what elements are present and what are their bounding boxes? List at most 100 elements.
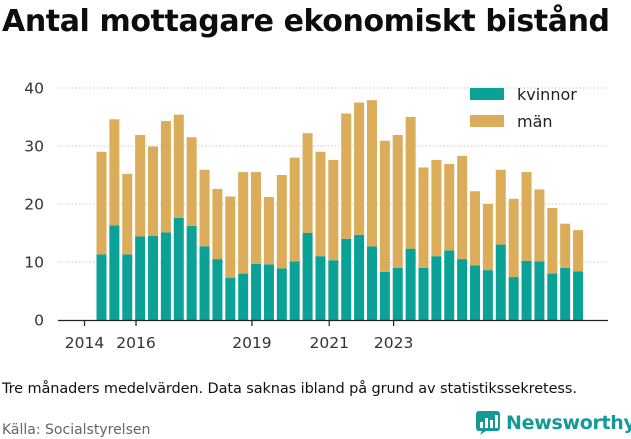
bar-man bbox=[444, 163, 455, 251]
bar-kvinnor bbox=[186, 226, 197, 320]
bar-man bbox=[354, 102, 365, 235]
bar-kvinnor bbox=[495, 244, 506, 320]
bar-man bbox=[366, 100, 377, 247]
bar-man bbox=[238, 172, 249, 274]
bar-kvinnor bbox=[431, 256, 442, 320]
bar-kvinnor bbox=[109, 225, 120, 320]
bar-man bbox=[212, 188, 223, 260]
bar-kvinnor bbox=[521, 260, 532, 320]
x-tick-label: 2016 bbox=[116, 334, 155, 352]
bar-man bbox=[560, 223, 571, 268]
x-tick-label: 2021 bbox=[309, 334, 348, 352]
x-axis: 2014 2016 2019 2021 2023 bbox=[58, 319, 608, 352]
bar-kvinnor bbox=[470, 265, 481, 320]
x-tick-label: 2014 bbox=[65, 334, 104, 352]
bar-man bbox=[251, 172, 262, 264]
bar-kvinnor bbox=[405, 248, 416, 320]
bar-man bbox=[148, 146, 159, 236]
bar-kvinnor bbox=[302, 233, 313, 320]
bar-man bbox=[135, 134, 146, 237]
bar-kvinnor bbox=[573, 271, 584, 320]
logo-text: Newsworthy bbox=[506, 412, 631, 434]
bar-kvinnor bbox=[366, 246, 377, 320]
bars bbox=[96, 100, 584, 320]
bar-man bbox=[341, 113, 352, 239]
bar-kvinnor bbox=[173, 217, 184, 320]
bar-kvinnor bbox=[379, 271, 390, 320]
bar-man bbox=[521, 172, 532, 261]
bar-kvinnor bbox=[354, 234, 365, 320]
bar-man bbox=[328, 159, 339, 261]
bar-kvinnor bbox=[341, 238, 352, 320]
bar-man bbox=[160, 121, 171, 233]
y-tick-label: 40 bbox=[24, 80, 44, 98]
chart-title: Antal mottagare ekonomiskt bistånd bbox=[2, 4, 610, 39]
bar-man bbox=[122, 173, 133, 255]
legend-label: kvinnor bbox=[517, 85, 577, 104]
bar-kvinnor bbox=[276, 268, 287, 320]
bar-man bbox=[225, 196, 236, 278]
bar-man bbox=[315, 151, 326, 257]
bar-man bbox=[96, 151, 107, 255]
bar-kvinnor bbox=[212, 259, 223, 320]
bar-man bbox=[482, 204, 493, 271]
bar-man bbox=[495, 169, 506, 245]
bar-man bbox=[431, 159, 442, 257]
y-tick-label: 20 bbox=[24, 196, 44, 214]
bar-kvinnor bbox=[199, 246, 210, 320]
bar-kvinnor bbox=[225, 277, 236, 320]
bar-man bbox=[289, 157, 300, 262]
newsworthy-logo[interactable]: Newsworthy bbox=[475, 409, 631, 437]
newsworthy-chart-icon bbox=[476, 411, 500, 435]
bar-kvinnor bbox=[534, 261, 545, 320]
bar-man bbox=[470, 191, 481, 266]
bar-kvinnor bbox=[251, 263, 262, 320]
bar-kvinnor bbox=[560, 267, 571, 320]
bar-man bbox=[109, 119, 120, 226]
bar-kvinnor bbox=[160, 232, 171, 320]
bar-kvinnor bbox=[547, 273, 558, 320]
chart-note: Tre månaders medelvärden. Data saknas ib… bbox=[2, 381, 577, 397]
bar-kvinnor bbox=[96, 254, 107, 320]
y-tick-label: 0 bbox=[34, 312, 44, 330]
bar-kvinnor bbox=[457, 259, 468, 320]
bar-kvinnor bbox=[508, 277, 519, 320]
bar-man bbox=[508, 198, 519, 278]
bar-kvinnor bbox=[482, 270, 493, 320]
bar-man bbox=[392, 134, 403, 268]
bar-kvinnor bbox=[444, 250, 455, 320]
bar-kvinnor bbox=[135, 236, 146, 320]
bar-kvinnor bbox=[263, 264, 274, 320]
stacked-bar-chart: 0 10 20 30 40 2014 2016 2019 2021 2023 kvinnor mä… bbox=[24, 80, 608, 352]
bar-man bbox=[276, 175, 287, 269]
bar-man bbox=[534, 189, 545, 262]
bar-man bbox=[573, 230, 584, 272]
bar-kvinnor bbox=[315, 256, 326, 320]
bar-man bbox=[547, 208, 558, 274]
bar-man bbox=[263, 197, 274, 265]
bar-man bbox=[379, 140, 390, 272]
bar-man bbox=[418, 167, 429, 268]
y-tick-label: 10 bbox=[24, 254, 44, 272]
bar-man bbox=[173, 114, 184, 218]
bar-man bbox=[186, 137, 197, 227]
bar-man bbox=[457, 155, 468, 260]
y-tick-label: 30 bbox=[24, 138, 44, 156]
bar-man bbox=[302, 133, 313, 233]
legend-swatch bbox=[470, 115, 504, 127]
bar-kvinnor bbox=[289, 261, 300, 320]
legend-label: män bbox=[517, 112, 553, 131]
bar-kvinnor bbox=[418, 267, 429, 320]
y-axis: 0 10 20 30 40 bbox=[24, 80, 44, 330]
bar-kvinnor bbox=[328, 260, 339, 320]
bar-kvinnor bbox=[238, 273, 249, 320]
bar-kvinnor bbox=[148, 235, 159, 320]
x-tick-label: 2023 bbox=[374, 334, 413, 352]
x-tick-label: 2019 bbox=[232, 334, 271, 352]
source-label: Källa: Socialstyrelsen bbox=[2, 422, 151, 438]
legend: kvinnor män bbox=[470, 85, 577, 131]
bar-kvinnor bbox=[122, 254, 133, 320]
bar-kvinnor bbox=[392, 267, 403, 320]
bar-man bbox=[199, 169, 210, 247]
legend-swatch bbox=[470, 88, 504, 100]
